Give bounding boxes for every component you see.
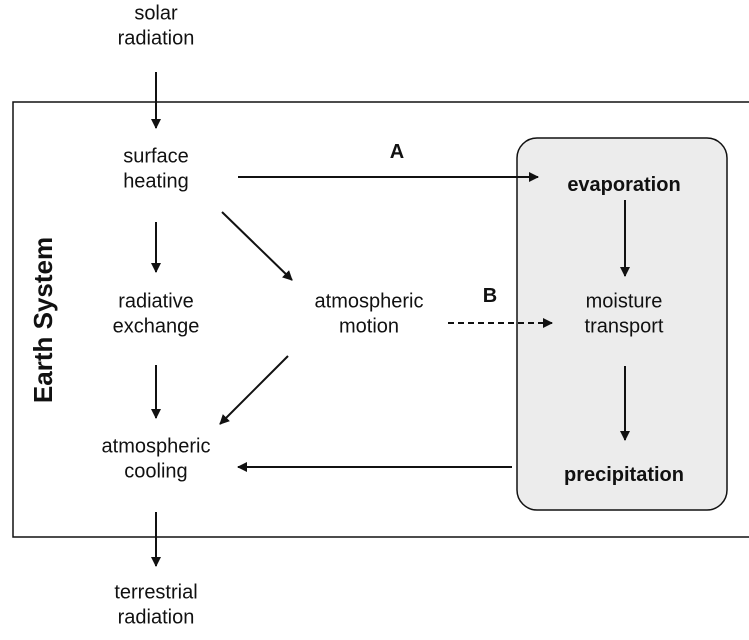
- node-label: exchange: [113, 316, 200, 338]
- edge-label: B: [483, 285, 497, 307]
- system-box: [12, 101, 749, 538]
- node-label: motion: [339, 316, 399, 338]
- node-label: cooling: [124, 461, 187, 483]
- arrow: [219, 355, 289, 425]
- node-label: evaporation: [567, 174, 680, 196]
- node-label: atmospheric: [102, 436, 211, 458]
- node-label: radiative: [118, 291, 194, 313]
- node-label: atmospheric: [315, 291, 424, 313]
- water-cycle-box: [516, 137, 728, 511]
- node-label: moisture: [586, 291, 663, 313]
- node-label: surface: [123, 146, 189, 168]
- node-label: radiation: [118, 607, 195, 629]
- node-label: heating: [123, 171, 189, 193]
- node-label: radiation: [118, 28, 195, 50]
- node-label: precipitation: [564, 464, 684, 486]
- node-label: terrestrial: [114, 582, 197, 604]
- node-label: solar: [134, 3, 178, 25]
- system-label: Earth System: [28, 237, 58, 403]
- edge-label: A: [390, 141, 404, 163]
- node-label: transport: [585, 316, 664, 338]
- arrow: [221, 211, 293, 281]
